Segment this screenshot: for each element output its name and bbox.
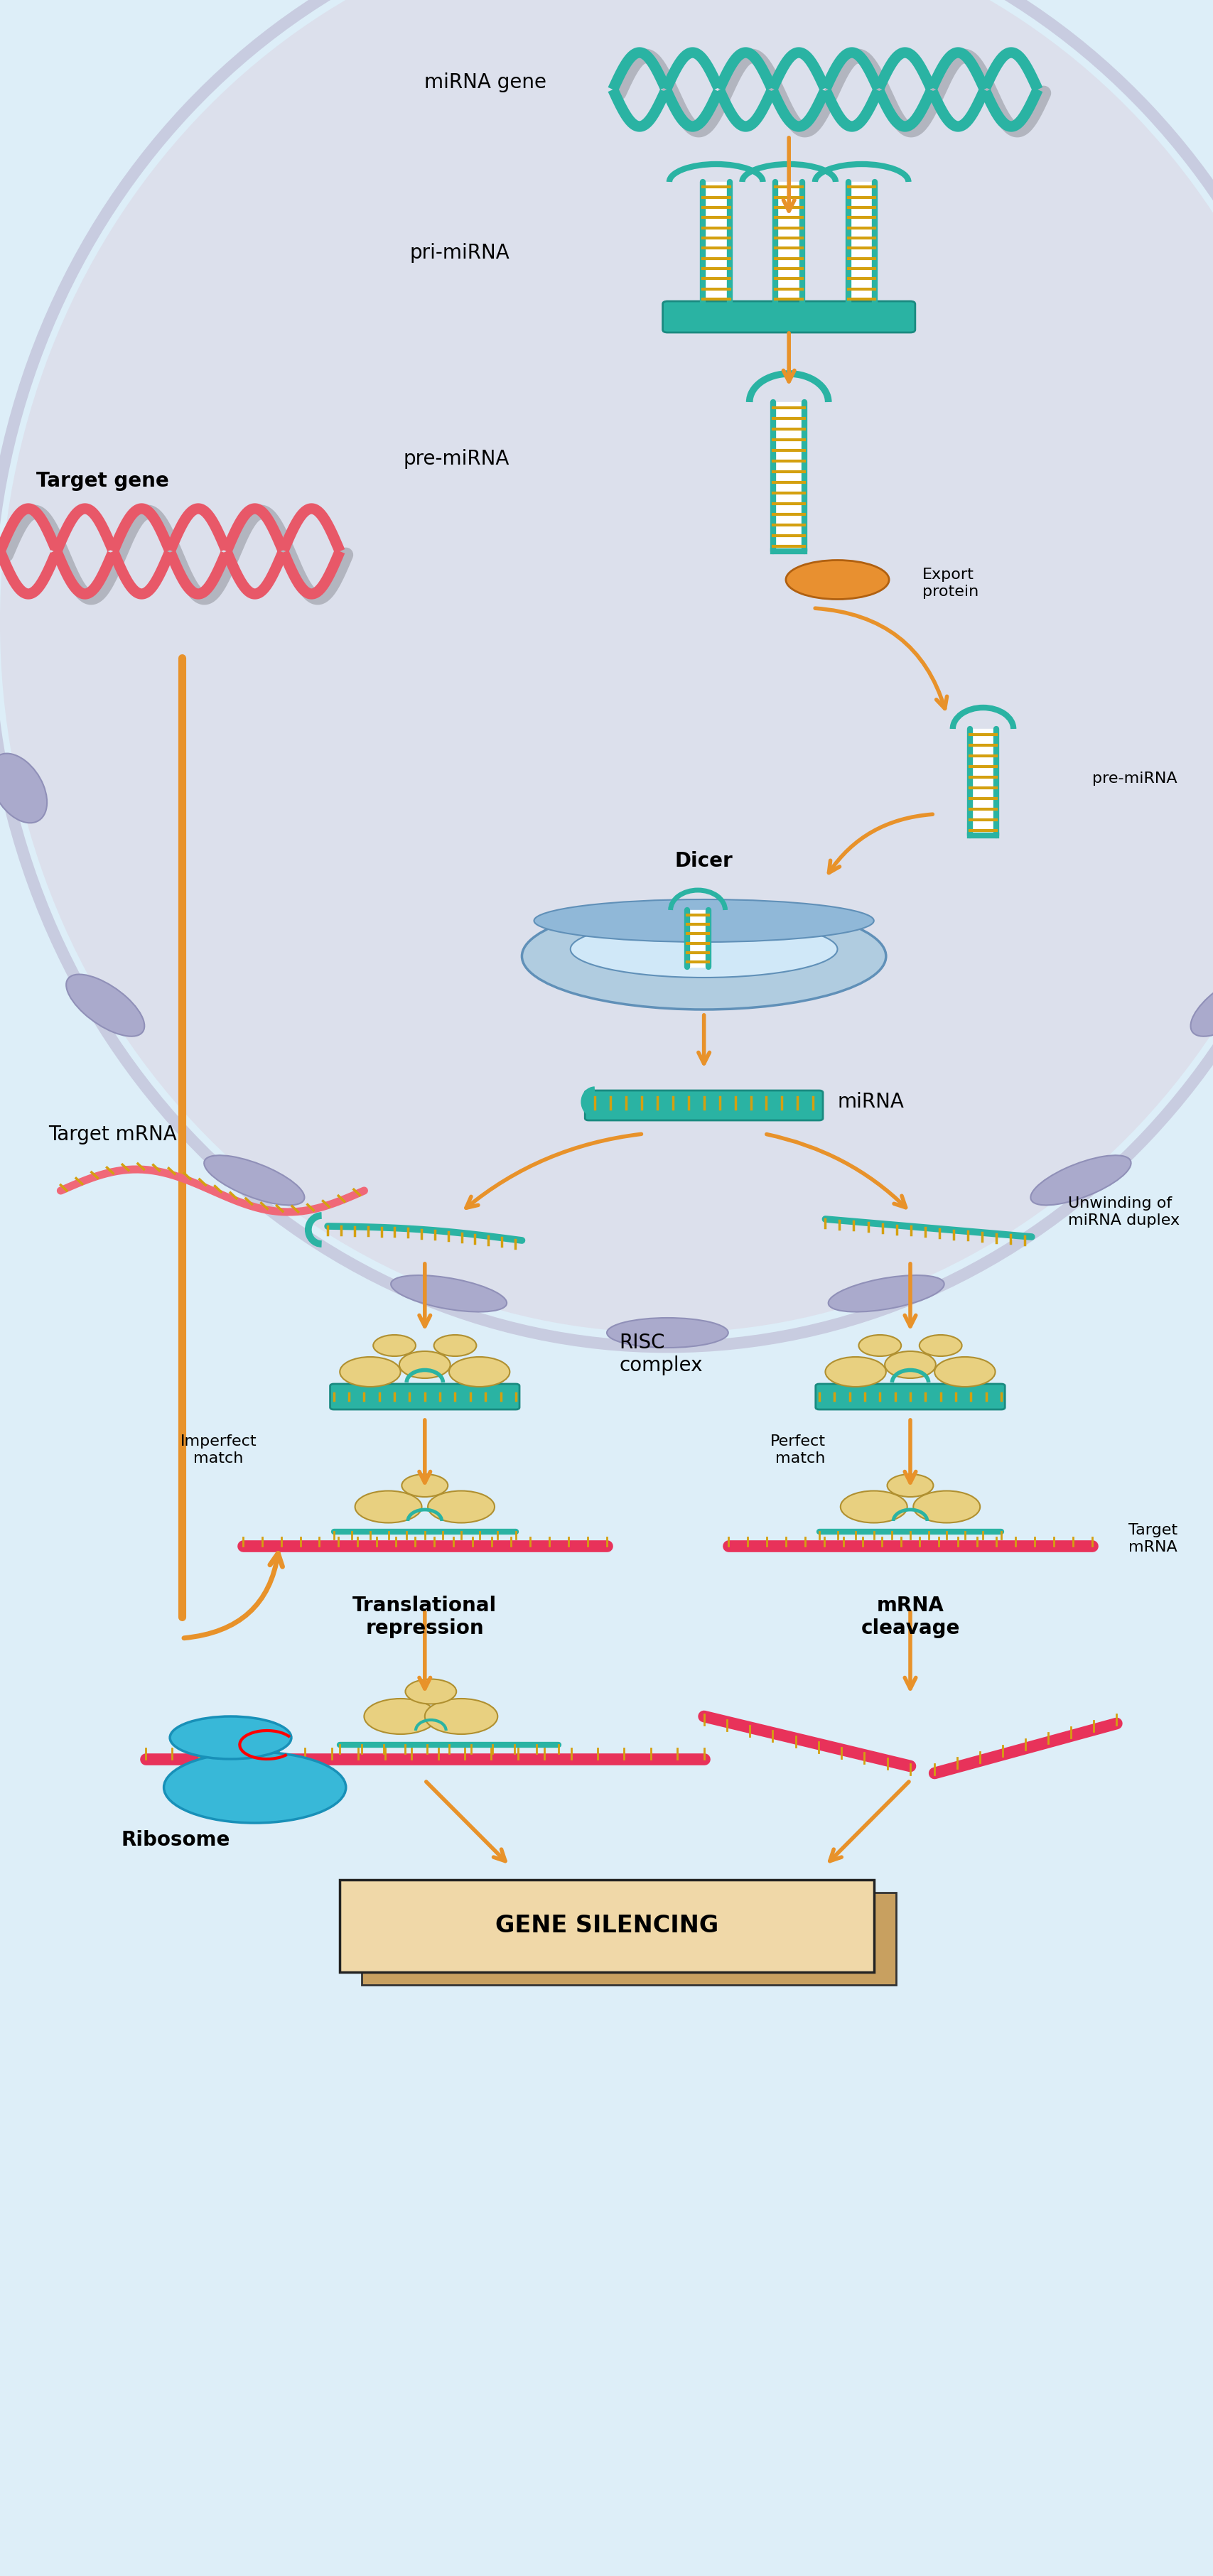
Ellipse shape xyxy=(434,1334,475,1355)
Text: pri-miRNA: pri-miRNA xyxy=(410,242,509,263)
Text: RISC
complex: RISC complex xyxy=(619,1332,702,1376)
Ellipse shape xyxy=(887,1473,933,1497)
FancyBboxPatch shape xyxy=(815,1383,1004,1409)
Text: Imperfect
match: Imperfect match xyxy=(180,1435,257,1466)
Ellipse shape xyxy=(786,559,888,600)
Ellipse shape xyxy=(204,1154,304,1206)
Ellipse shape xyxy=(570,920,837,976)
Ellipse shape xyxy=(522,904,885,1010)
FancyBboxPatch shape xyxy=(340,1880,873,1973)
Text: pre-miRNA: pre-miRNA xyxy=(1092,773,1177,786)
Text: miRNA gene: miRNA gene xyxy=(423,72,546,93)
Ellipse shape xyxy=(354,1492,422,1522)
Ellipse shape xyxy=(0,752,47,822)
Text: Translational
repression: Translational repression xyxy=(353,1595,496,1638)
Text: GENE SILENCING: GENE SILENCING xyxy=(495,1914,718,1937)
Text: Export
protein: Export protein xyxy=(922,567,978,598)
Text: miRNA: miRNA xyxy=(837,1092,904,1113)
Ellipse shape xyxy=(340,1358,400,1386)
Ellipse shape xyxy=(449,1358,509,1386)
Ellipse shape xyxy=(374,1334,415,1355)
Ellipse shape xyxy=(427,1492,495,1522)
Text: Target
mRNA: Target mRNA xyxy=(1128,1522,1177,1553)
Ellipse shape xyxy=(164,1752,346,1824)
Text: Perfect
match: Perfect match xyxy=(769,1435,825,1466)
Text: Unwinding of
miRNA duplex: Unwinding of miRNA duplex xyxy=(1067,1198,1179,1226)
FancyBboxPatch shape xyxy=(361,1893,895,1986)
Ellipse shape xyxy=(399,1352,450,1378)
Ellipse shape xyxy=(919,1334,962,1355)
Text: pre-miRNA: pre-miRNA xyxy=(404,448,509,469)
Ellipse shape xyxy=(391,1275,507,1311)
Ellipse shape xyxy=(934,1358,995,1386)
Ellipse shape xyxy=(859,1334,901,1355)
Ellipse shape xyxy=(1030,1154,1131,1206)
Ellipse shape xyxy=(827,1275,944,1311)
Ellipse shape xyxy=(67,974,144,1036)
FancyBboxPatch shape xyxy=(330,1383,519,1409)
Text: mRNA
cleavage: mRNA cleavage xyxy=(860,1595,959,1638)
FancyBboxPatch shape xyxy=(585,1090,822,1121)
Ellipse shape xyxy=(912,1492,980,1522)
Ellipse shape xyxy=(170,1716,291,1759)
Ellipse shape xyxy=(825,1358,885,1386)
FancyBboxPatch shape xyxy=(662,301,915,332)
Text: Dicer: Dicer xyxy=(674,850,733,871)
Ellipse shape xyxy=(606,1319,728,1347)
Ellipse shape xyxy=(425,1698,497,1734)
Text: Target gene: Target gene xyxy=(36,471,169,492)
Ellipse shape xyxy=(884,1352,935,1378)
Ellipse shape xyxy=(534,899,873,943)
Ellipse shape xyxy=(841,1492,907,1522)
Ellipse shape xyxy=(405,1680,456,1703)
Text: Target mRNA: Target mRNA xyxy=(49,1126,177,1144)
Text: Ribosome: Ribosome xyxy=(121,1829,230,1850)
Ellipse shape xyxy=(0,0,1213,1332)
Ellipse shape xyxy=(402,1473,448,1497)
Ellipse shape xyxy=(1190,974,1213,1036)
Ellipse shape xyxy=(364,1698,437,1734)
